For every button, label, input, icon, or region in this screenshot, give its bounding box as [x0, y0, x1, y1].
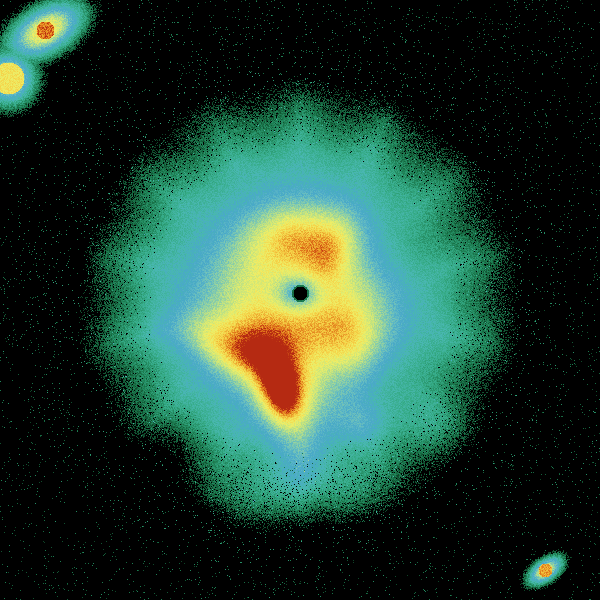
astronomical-image-figure — [0, 0, 600, 600]
sky-image-canvas — [0, 0, 600, 600]
